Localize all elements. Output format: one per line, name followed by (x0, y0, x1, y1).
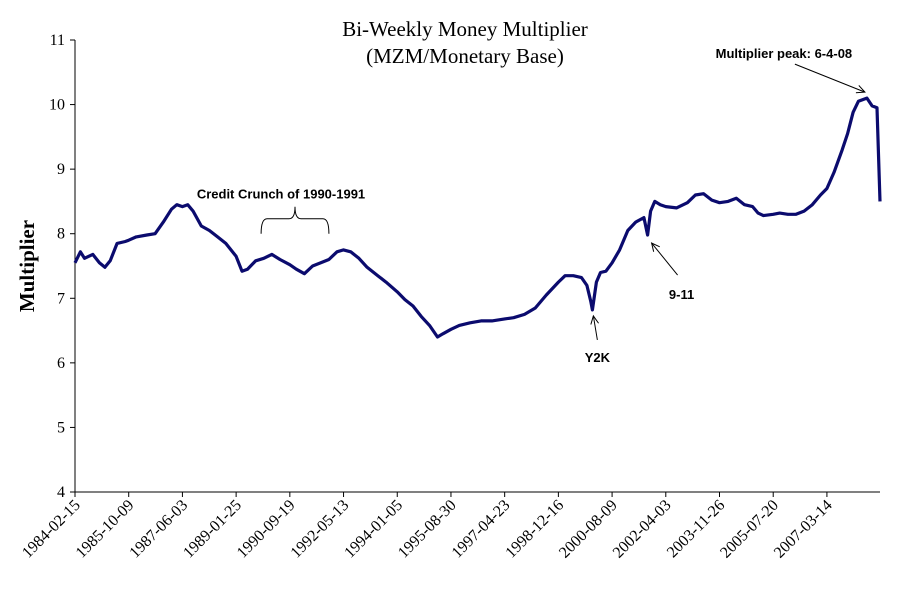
peak-arrow-line (794, 63, 866, 93)
y-tick-label: 6 (57, 355, 65, 372)
y2k-arrow-line (592, 315, 598, 340)
y-tick-label: 11 (50, 32, 65, 49)
y-tick-label: 9 (57, 161, 65, 178)
y-ticks: 4 5 6 7 8 9 10 11 (49, 32, 75, 501)
nine-eleven-arrow-line (651, 242, 678, 276)
y-tick-label: 7 (57, 290, 65, 307)
y-tick-label: 5 (57, 419, 65, 436)
y2k-arrow-head (590, 314, 599, 325)
y2k-label: Y2K (585, 350, 611, 365)
x-ticks: 1984-02-151985-10-091987-06-031989-01-25… (19, 492, 836, 562)
series-line (73, 96, 882, 339)
chart-subtitle: (MZM/Monetary Base) (366, 44, 564, 68)
y-axis-label: Multiplier (15, 220, 39, 312)
chart-title: Bi-Weekly Money Multiplier (342, 17, 588, 41)
peak-label: Multiplier peak: 6-4-08 (716, 46, 853, 61)
credit-crunch-label: Credit Crunch of 1990-1991 (197, 187, 365, 202)
y-tick-label: 8 (57, 226, 65, 243)
annotations: Credit Crunch of 1990-1991 Y2K 9-11 Multipl… (197, 46, 866, 365)
nine-eleven-label: 9-11 (669, 287, 694, 302)
y-tick-label: 10 (49, 97, 65, 114)
x-tick-label: 2002-04-03 (610, 497, 675, 562)
y-tick-label: 4 (57, 484, 65, 501)
series-group (73, 96, 882, 339)
credit-crunch-brace (260, 206, 330, 234)
peak-arrow-head (855, 85, 866, 94)
x-tick-label: 2007-03-14 (771, 497, 836, 562)
nine-eleven-arrow-head (650, 242, 660, 252)
axes (74, 40, 880, 493)
